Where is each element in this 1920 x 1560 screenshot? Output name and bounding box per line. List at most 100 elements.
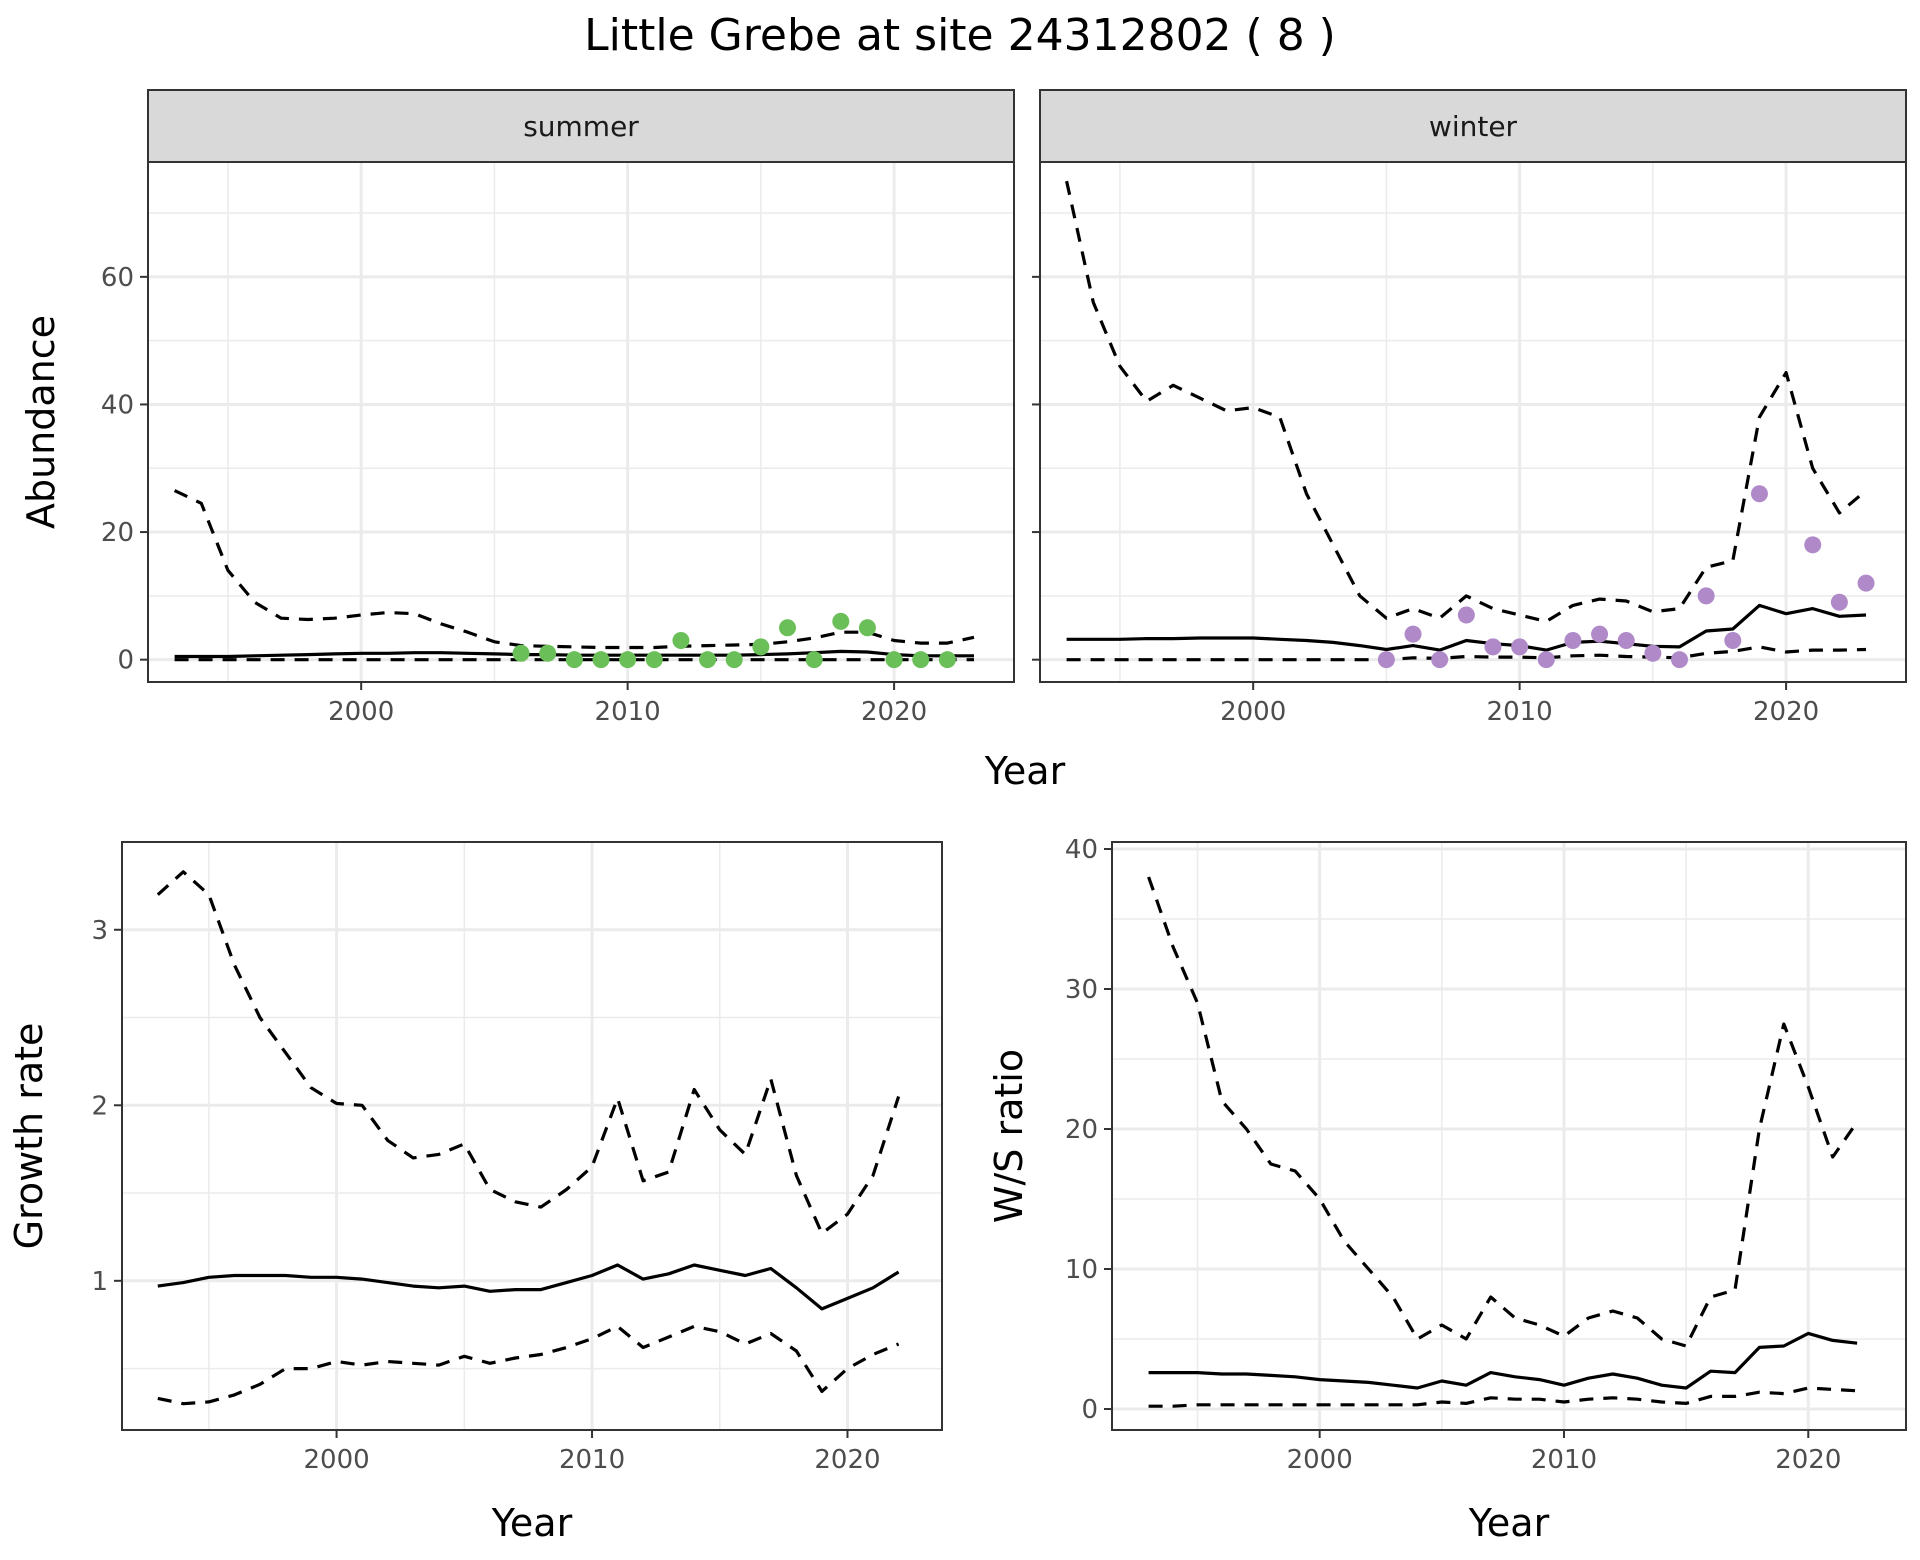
plot-background [122,842,942,1430]
data-point [699,651,717,669]
series-line-lower [157,1324,900,1406]
series-line-upper [173,489,975,650]
panel-abundance-summer: summer 2000 2010 2020 0 20 40 60 [101,89,1015,727]
data-point [539,644,557,662]
data-point [1671,651,1689,669]
y-tick-label: 10 [1065,1255,1098,1285]
grid [1112,842,1906,1430]
x-tick-label: 2000 [303,1445,369,1475]
data-point [858,619,876,637]
y-axis-title: W/S ratio [987,1049,1031,1223]
data-point [1697,587,1715,605]
panel-border [121,841,943,1431]
data-point [1404,625,1422,643]
y-tick-label: 2 [91,1091,108,1121]
data-point [1457,606,1475,624]
series-line-estimate [1148,1331,1858,1390]
x-tick-label: 2010 [559,1445,625,1475]
y-axis [1032,275,1040,661]
data-point [1724,632,1742,650]
data-point [779,619,797,637]
facet-strip [1039,89,1907,163]
y-tick-label: 20 [1065,1115,1098,1145]
y-tick-label: 30 [1065,975,1098,1005]
facet-strip [147,89,1015,163]
y-tick-label: 40 [101,390,134,420]
panel-growth-rate: 2000 2010 2020 1 2 3 Year Growth rate [7,841,943,1545]
series-line-upper [1147,876,1859,1348]
data-point [1537,651,1555,669]
x-tick-label: 2020 [814,1445,880,1475]
data-point [885,651,903,669]
y-axis: 0 20 40 60 [101,263,148,676]
data-point [752,638,770,656]
x-tick-label: 2020 [1753,697,1819,727]
x-tick-label: 2000 [1220,697,1286,727]
x-tick-label: 2020 [861,697,927,727]
data-point [592,651,610,669]
data-point [1857,574,1875,592]
series-line-estimate [1066,603,1867,652]
abundance-facet-plot: summer 2000 2010 2020 0 20 40 60 winter 2000 2010… [19,89,1907,793]
y-axis: 0 10 20 30 40 [1065,835,1112,1425]
x-tick-label: 2000 [1287,1445,1353,1475]
abundance-x-axis-title: Year [984,749,1066,793]
facet-strip-label: summer [523,110,639,143]
data-point [1591,625,1609,643]
data-point [1750,485,1768,503]
plot-background [1040,162,1906,682]
x-axis: 2000 2010 2020 [328,682,927,727]
data-point [1431,651,1449,669]
y-tick-label: 60 [101,263,134,293]
data-point [1804,536,1822,554]
data-point [1830,593,1848,611]
y-tick-label: 0 [117,646,134,676]
observation-points [1377,485,1875,669]
x-axis: 2000 2010 2020 [1287,1430,1841,1475]
data-point [619,651,637,669]
x-tick-label: 2010 [1487,697,1553,727]
data-point [725,651,743,669]
plot-background [1112,842,1906,1430]
panel-border [1111,841,1907,1431]
x-axis-title: Year [1468,1501,1550,1545]
x-tick-label: 2010 [1531,1445,1597,1475]
series-line-estimate [157,1263,900,1311]
data-point [1511,638,1529,656]
figure-title: Little Grebe at site 24312802 ( 8 ) [584,10,1336,61]
series-line-upper [1065,180,1868,624]
data-point [832,612,850,630]
series-line-lower [1066,645,1867,662]
grid [148,162,1014,682]
x-tick-label: 2000 [328,697,394,727]
grid [1040,162,1906,682]
y-axis-title: Growth rate [7,1023,51,1250]
data-point [1617,632,1635,650]
y-tick-label: 0 [1081,1395,1098,1425]
data-point [1644,644,1662,662]
x-tick-label: 2010 [595,697,661,727]
x-axis: 2000 2010 2020 [303,1430,881,1475]
y-tick-label: 3 [91,916,108,946]
abundance-y-axis-title: Abundance [19,315,63,529]
observation-points [512,612,956,669]
x-axis-title: Year [491,1501,573,1545]
x-axis: 2000 2010 2020 [1220,682,1819,727]
data-point [938,651,956,669]
panel-abundance-winter: winter 2000 2010 2020 [1032,89,1907,727]
y-axis: 1 2 3 [91,916,122,1297]
data-point [565,651,583,669]
facet-strip-label: winter [1429,110,1518,143]
data-point [645,651,663,669]
data-point [672,632,690,650]
data-point [1484,638,1502,656]
data-point [1564,632,1582,650]
data-point [912,651,930,669]
plot-background [148,162,1014,682]
data-point [512,644,530,662]
series-line-upper [156,870,901,1236]
data-point [805,651,823,669]
y-tick-label: 40 [1065,835,1098,865]
data-point [1377,651,1395,669]
